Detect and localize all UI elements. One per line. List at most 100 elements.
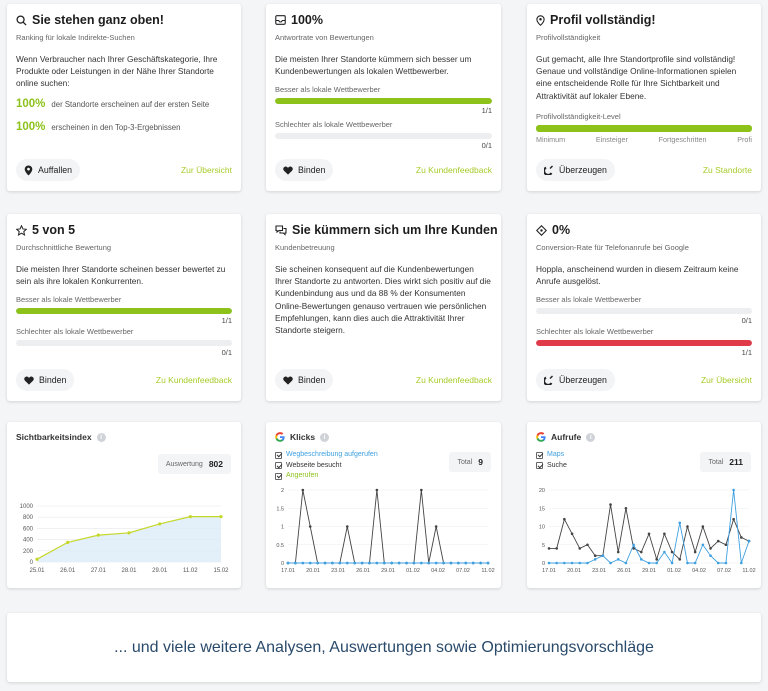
overview-link[interactable]: Zur Übersicht bbox=[180, 165, 232, 175]
stat-value: 100% bbox=[16, 97, 46, 110]
data-point bbox=[294, 561, 297, 565]
data-point bbox=[547, 561, 551, 565]
info-icon[interactable]: i bbox=[96, 432, 106, 442]
legend-item-directions[interactable]: Wegbeschreibung aufgerufen bbox=[275, 450, 378, 461]
bar-label: Besser als lokale Wettbewerber bbox=[16, 295, 122, 304]
data-point bbox=[593, 558, 597, 561]
card-text: Wenn Verbraucher nach Ihrer Geschäftskat… bbox=[16, 54, 218, 89]
auffallen-button[interactable]: Auffallen bbox=[16, 159, 81, 181]
card-text: Hoppla, anscheinend wurden in diesem Zei… bbox=[536, 264, 739, 287]
data-point bbox=[570, 532, 574, 536]
data-point bbox=[464, 561, 468, 565]
data-point bbox=[563, 561, 566, 565]
x-tick-label: 29.01 bbox=[381, 568, 395, 574]
bar-label: Schlechter als lokale Wettbewerber bbox=[16, 327, 134, 336]
checkbox-icon bbox=[275, 462, 282, 470]
google-icon bbox=[275, 432, 285, 442]
chart-title-text: Aufrufe bbox=[551, 432, 582, 442]
legend-item-maps[interactable]: Maps bbox=[536, 450, 567, 461]
locations-link[interactable]: Zu Standorte bbox=[702, 165, 752, 175]
data-point bbox=[338, 561, 342, 565]
button-label: Binden bbox=[39, 375, 67, 385]
data-point bbox=[578, 561, 582, 565]
data-point bbox=[316, 561, 319, 565]
card-subtitle: Ranking für lokale Indirekte-Suchen bbox=[16, 33, 135, 42]
card-title-text: 100% bbox=[291, 13, 323, 27]
chart-card-calls: Aufrufe i Maps Suche Total 211 0 5 10 15 20 1… bbox=[527, 422, 761, 588]
x-tick-label: 20.01 bbox=[567, 568, 581, 574]
card-title-text: 0% bbox=[552, 223, 571, 237]
data-point bbox=[219, 515, 223, 519]
data-point bbox=[593, 554, 597, 557]
card-title-text: Profil vollständig! bbox=[550, 13, 656, 27]
card-rating: 5 von 5 Durchschnittliche Bewertung Die … bbox=[7, 214, 241, 401]
data-point bbox=[308, 525, 312, 528]
data-point bbox=[601, 554, 605, 557]
data-point bbox=[547, 547, 551, 550]
data-point bbox=[66, 540, 70, 544]
data-point bbox=[740, 536, 743, 539]
ueberzeugen-button[interactable]: Überzeugen bbox=[536, 369, 615, 391]
card-review-rate: 100% Antwortrate von Bewertungen Die mei… bbox=[266, 4, 501, 191]
chart-title: Klicks i bbox=[275, 432, 330, 442]
level-fortgeschritten: Fortgeschritten bbox=[658, 135, 707, 144]
data-point bbox=[368, 561, 371, 565]
button-label: Überzeugen bbox=[559, 375, 607, 385]
card-text: Die meisten Ihrer Standorte scheinen bes… bbox=[16, 264, 226, 287]
legend-item-calls[interactable]: Angerufen bbox=[275, 471, 378, 482]
info-icon[interactable]: i bbox=[320, 432, 330, 442]
legend-item-website[interactable]: Webseite besucht bbox=[275, 461, 378, 472]
data-point bbox=[331, 561, 334, 565]
stat-value: 100% bbox=[16, 120, 46, 133]
series-line bbox=[549, 504, 750, 561]
y-tick-label: 0.5 bbox=[276, 543, 284, 549]
data-point bbox=[345, 561, 349, 565]
chart-card-visibility: Sichtbarkeitsindex i Auswertung 802 0 200… bbox=[7, 422, 241, 588]
x-tick-label: 27.01 bbox=[91, 568, 107, 574]
info-icon[interactable]: i bbox=[586, 432, 596, 442]
card-conversion: 0% Conversion-Rate für Telefonanrufe bei… bbox=[527, 214, 761, 401]
data-point bbox=[382, 561, 386, 565]
button-label: Auffallen bbox=[38, 165, 73, 175]
card-subtitle: Profilvollständigkeit bbox=[536, 33, 601, 42]
total-box: Total 211 bbox=[700, 452, 751, 472]
binden-button[interactable]: Binden bbox=[16, 369, 75, 391]
tag-icon bbox=[536, 224, 547, 236]
data-point bbox=[678, 558, 682, 561]
legend-item-search[interactable]: Suche bbox=[536, 461, 567, 472]
bar-value: 0/1 bbox=[221, 348, 232, 357]
x-tick-label: 04.02 bbox=[431, 568, 445, 574]
data-point bbox=[609, 561, 612, 565]
chart-title-text: Klicks bbox=[290, 432, 316, 442]
data-point bbox=[663, 550, 666, 554]
data-point bbox=[375, 488, 379, 492]
overview-link[interactable]: Zur Übersicht bbox=[700, 375, 752, 385]
data-point bbox=[412, 561, 416, 565]
bar-value: 0/1 bbox=[741, 316, 752, 325]
checkbox-icon bbox=[275, 451, 282, 459]
feedback-link[interactable]: Zu Kundenfeedback bbox=[415, 375, 492, 385]
data-point bbox=[353, 561, 356, 565]
feedback-link[interactable]: Zu Kundenfeedback bbox=[155, 375, 232, 385]
bar-label: Besser als lokale Wettbewerber bbox=[275, 85, 381, 94]
ueberzeugen-button[interactable]: Überzeugen bbox=[536, 159, 615, 181]
y-tick-label: 400 bbox=[23, 538, 34, 544]
card-title-text: 5 von 5 bbox=[32, 223, 76, 237]
card-ranking: Sie stehen ganz oben! Ranking für lokale… bbox=[7, 4, 241, 191]
binden-button[interactable]: Binden bbox=[275, 369, 334, 391]
worse-bar-fill bbox=[536, 340, 752, 346]
chat-bubbles-icon bbox=[275, 224, 287, 236]
x-tick-label: 23.01 bbox=[331, 568, 345, 574]
feedback-link[interactable]: Zu Kundenfeedback bbox=[415, 165, 492, 175]
y-tick-label: 0 bbox=[30, 560, 34, 566]
inbox-icon bbox=[275, 15, 286, 25]
data-point bbox=[578, 547, 582, 550]
location-pin-icon bbox=[536, 14, 545, 26]
data-point bbox=[360, 561, 364, 565]
binden-button[interactable]: Binden bbox=[275, 159, 334, 181]
total-label: Auswertung bbox=[165, 460, 203, 468]
data-point bbox=[686, 525, 689, 528]
bar-label: Besser als lokale Wettbewerber bbox=[536, 295, 642, 304]
y-tick-label: 1000 bbox=[20, 504, 34, 510]
card-text: Sie scheinen konsequent auf die Kundenbe… bbox=[275, 264, 491, 336]
